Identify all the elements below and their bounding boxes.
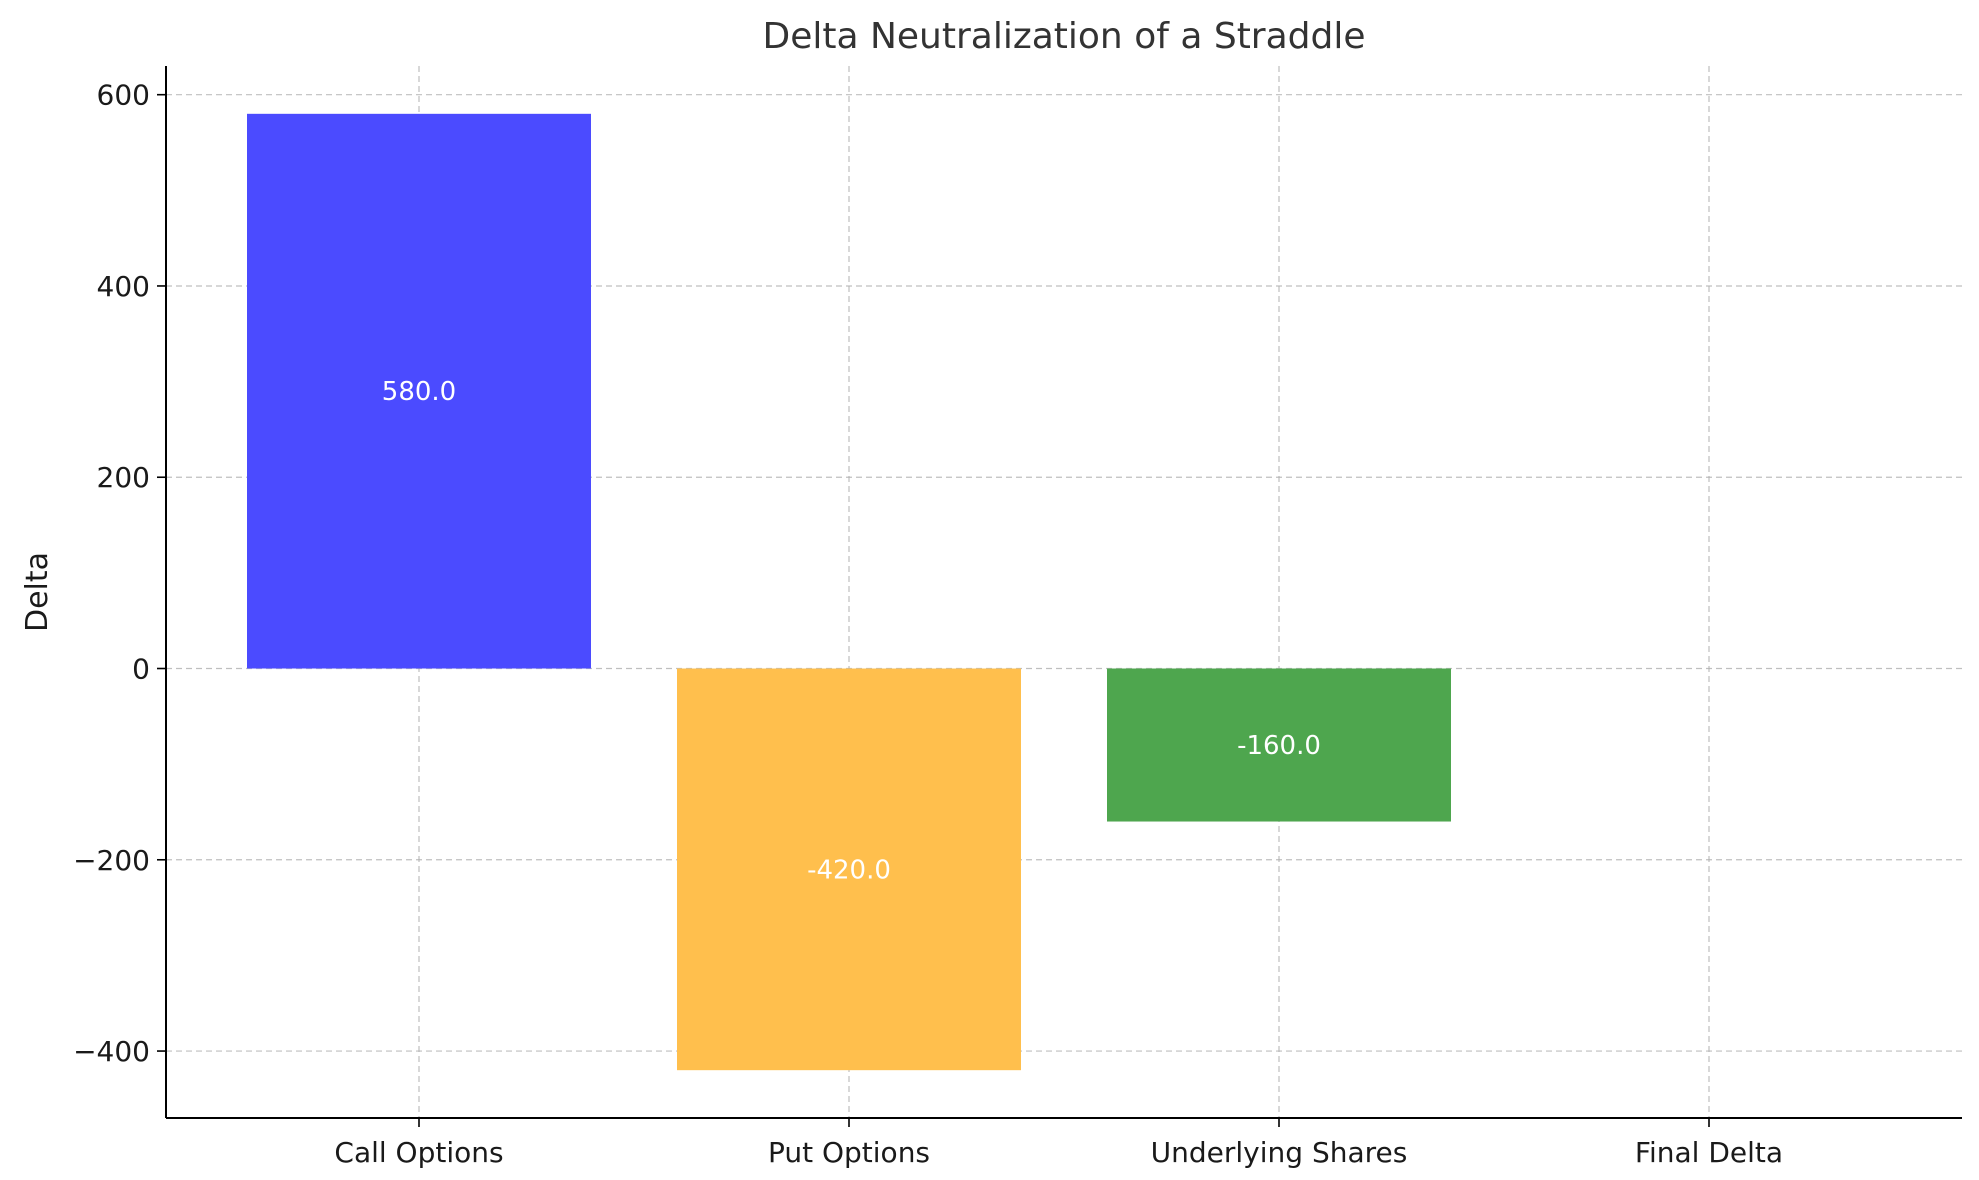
bar-value-label: -160.0 (1237, 731, 1321, 761)
y-ticks: 600 400 200 0 −200 −400 (73, 79, 166, 1068)
y-tick-label: 0 (132, 653, 150, 686)
y-tick-label: 200 (97, 461, 150, 494)
data-labels: 580.0 -420.0 -160.0 (382, 377, 1321, 885)
x-tick-label: Underlying Shares (1151, 1136, 1408, 1169)
axes (165, 66, 1962, 1119)
y-tick-label: 400 (97, 270, 150, 303)
y-tick-label: −200 (73, 844, 150, 877)
x-tick-label: Call Options (334, 1136, 503, 1169)
y-tick-label: 600 (97, 79, 150, 112)
bar (677, 668, 1021, 1071)
bar (247, 113, 591, 669)
x-tick-label: Final Delta (1635, 1136, 1783, 1169)
bars (247, 113, 1451, 1071)
y-axis-title: Delta (20, 552, 55, 632)
bar-value-label: 580.0 (382, 377, 456, 407)
y-tick-label: −400 (73, 1035, 150, 1068)
x-tick-label: Put Options (768, 1136, 930, 1169)
bar-value-label: -420.0 (807, 855, 891, 885)
x-ticks: Call Options Put Options Underlying Shares… (334, 1118, 1783, 1169)
chart-title: Delta Neutralization of a Straddle (762, 16, 1365, 57)
bar (1107, 668, 1451, 822)
